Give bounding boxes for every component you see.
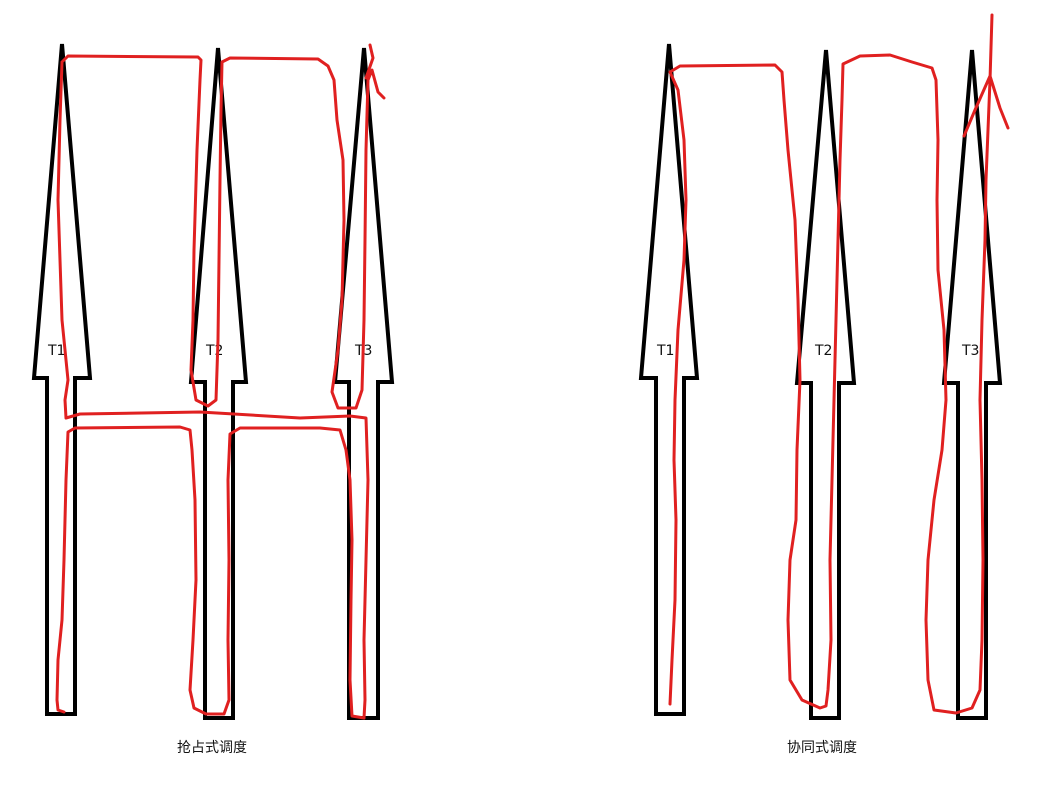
- execution-trace-preemptive: [55, 43, 386, 720]
- thread-label-t1-coop: T1: [656, 343, 674, 359]
- thread-arrow-t2-coop: [794, 49, 857, 720]
- execution-trace-cooperative: [668, 13, 1010, 715]
- panel-caption-cooperative: 协同式调度: [787, 740, 857, 756]
- thread-arrow-t3-coop: [941, 49, 1003, 720]
- thread-label-t1: T1: [47, 343, 65, 359]
- thread-label-t3-coop: T3: [961, 343, 979, 359]
- panel-preemptive: T1 T2 T3 抢占式调度: [31, 43, 395, 756]
- panel-cooperative: T1 T2 T3 协同式调度: [638, 13, 1010, 756]
- thread-label-t2-coop: T2: [814, 343, 832, 359]
- thread-arrow-t1: [31, 43, 93, 716]
- panel-caption-preemptive: 抢占式调度: [177, 739, 247, 756]
- thread-arrow-t1-coop: [638, 43, 700, 716]
- thread-label-t2: T2: [205, 343, 223, 359]
- thread-arrow-t2: [188, 47, 249, 720]
